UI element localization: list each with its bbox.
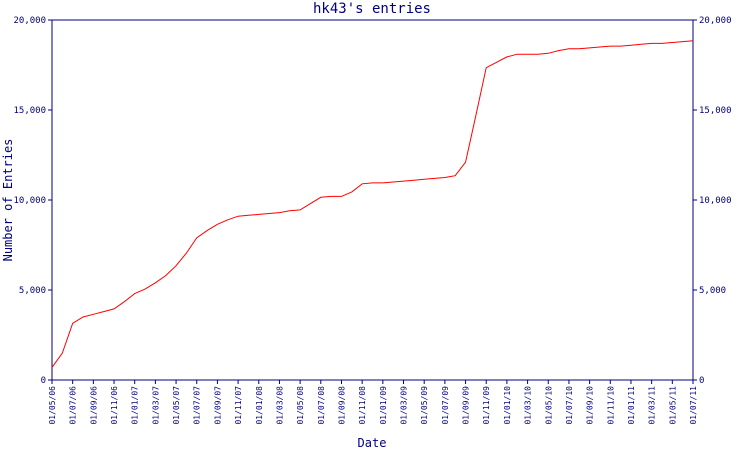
x-tick-label: 01/07/09 bbox=[441, 386, 450, 425]
x-tick-label: 01/05/07 bbox=[172, 386, 181, 425]
y-tick-label: 15,000 bbox=[13, 106, 46, 116]
x-tick-label: 01/05/08 bbox=[296, 386, 305, 425]
x-tick-label: 01/03/10 bbox=[524, 386, 533, 425]
x-tick-label: 01/09/08 bbox=[337, 386, 346, 425]
x-tick-label: 01/01/09 bbox=[379, 386, 388, 425]
x-tick-label: 01/09/10 bbox=[586, 386, 595, 425]
x-tick-label: 01/05/09 bbox=[420, 386, 429, 425]
x-tick-label: 01/03/07 bbox=[151, 386, 160, 425]
chart-title: hk43's entries bbox=[313, 1, 431, 17]
y-tick-label: 0 bbox=[41, 376, 46, 386]
y-axis-title: Number of Entries bbox=[1, 139, 15, 262]
x-tick-label: 01/09/07 bbox=[213, 386, 222, 425]
y2-tick-label: 20,000 bbox=[699, 16, 732, 26]
x-tick-label: 01/07/11 bbox=[689, 386, 698, 425]
plot-frame bbox=[51, 19, 694, 381]
x-tick-label: 01/05/10 bbox=[544, 386, 553, 425]
x-tick-label: 01/03/08 bbox=[275, 386, 284, 425]
x-tick-label: 01/01/08 bbox=[255, 386, 264, 425]
x-tick-label: 01/01/07 bbox=[131, 386, 140, 425]
data-line bbox=[51, 40, 694, 368]
x-tick-label: 01/07/07 bbox=[193, 386, 202, 425]
x-tick-label: 01/11/10 bbox=[606, 386, 615, 425]
x-tick-label: 01/07/06 bbox=[69, 386, 78, 425]
y2-tick-label: 0 bbox=[699, 376, 704, 386]
x-tick-label: 01/01/10 bbox=[503, 386, 512, 425]
x-tick-label: 01/11/07 bbox=[234, 386, 243, 425]
y2-tick-label: 5,000 bbox=[699, 286, 726, 296]
x-tick-label: 01/09/06 bbox=[89, 386, 98, 425]
y2-tick-label: 15,000 bbox=[699, 106, 732, 116]
y-tick-label: 10,000 bbox=[13, 196, 46, 206]
x-tick-label: 01/11/09 bbox=[482, 386, 491, 425]
x-tick-label: 01/03/11 bbox=[648, 386, 657, 425]
x-tick-label: 01/07/08 bbox=[317, 386, 326, 425]
y-tick-label: 20,000 bbox=[13, 16, 46, 26]
x-axis-title: Date bbox=[358, 436, 387, 450]
y-tick-label: 5,000 bbox=[19, 286, 46, 296]
x-tick-label: 01/09/09 bbox=[462, 386, 471, 425]
x-tick-label: 01/01/11 bbox=[627, 386, 636, 425]
x-tick-label: 01/07/10 bbox=[565, 386, 574, 425]
x-tick-label: 01/05/06 bbox=[48, 386, 57, 425]
x-tick-label: 01/03/09 bbox=[400, 386, 409, 425]
x-tick-label: 01/05/11 bbox=[668, 386, 677, 425]
y2-tick-label: 10,000 bbox=[699, 196, 732, 206]
x-tick-label: 01/11/08 bbox=[358, 386, 367, 425]
x-tick-label: 01/11/06 bbox=[110, 386, 119, 425]
